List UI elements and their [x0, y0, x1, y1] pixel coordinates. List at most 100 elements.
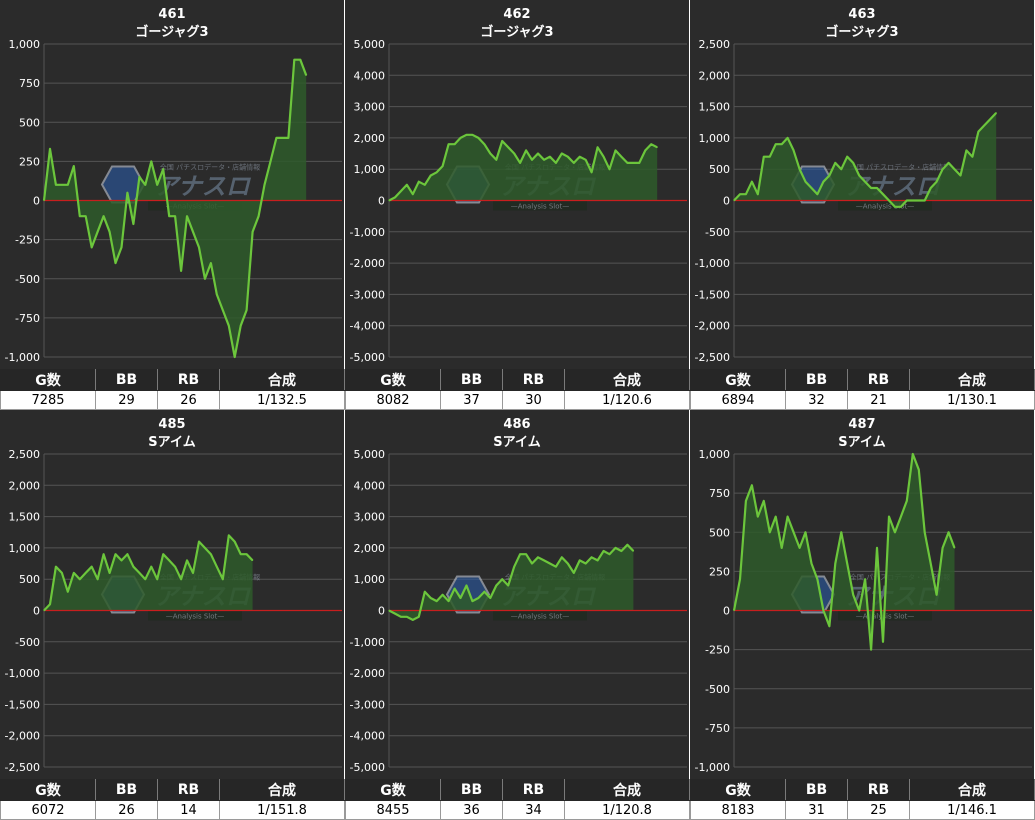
data-point [519, 162, 521, 164]
y-tick-label: 2,000 [699, 69, 731, 82]
watermark-tagline: —Analysis Slot— [166, 613, 224, 621]
data-point [287, 137, 289, 139]
stats-header-cell: 合成 [909, 369, 1035, 391]
machine-panel-486: 486 Sアイム -5,000 -4,000 -3,000 -2,000 -1,000 0 1,… [345, 410, 690, 820]
data-point [864, 181, 866, 183]
data-point [138, 176, 140, 178]
data-point [882, 641, 884, 643]
y-tick-label: 0 [33, 605, 40, 618]
y-tick-label: -2,000 [695, 320, 730, 333]
data-point [549, 156, 551, 158]
y-tick-label: 2,000 [354, 542, 386, 555]
data-point [620, 550, 622, 552]
y-tick-label: 1,000 [9, 542, 41, 555]
data-point [465, 134, 468, 136]
data-point [186, 215, 188, 217]
data-point [79, 215, 81, 217]
machine-panel-462: 462 ゴージャグ3 -5,000 -4,000 -3,000 -2,000 -1,000 0… [345, 0, 690, 410]
stats-value-cell: 26 [95, 800, 158, 820]
data-point [174, 566, 176, 568]
stats-value-cell: 36 [440, 800, 503, 820]
data-point [97, 578, 99, 580]
y-tick-label: 0 [723, 605, 730, 618]
chart: 486 Sアイム -5,000 -4,000 -3,000 -2,000 -1,000 0 1,… [345, 410, 689, 779]
stats-value-row: 8082 37 30 1/120.6 [345, 390, 690, 410]
data-point [793, 531, 795, 533]
stats-header-cell: BB [95, 779, 158, 801]
data-point [989, 118, 991, 120]
data-point [787, 137, 789, 139]
y-tick-label: -2,500 [5, 761, 40, 774]
data-point [573, 162, 575, 164]
data-point [965, 149, 967, 151]
data-point [567, 562, 569, 565]
data-point [858, 174, 860, 177]
data-point [442, 594, 444, 596]
data-point [501, 578, 503, 580]
data-point [953, 547, 956, 549]
data-point [210, 553, 212, 555]
data-point [799, 547, 801, 549]
y-tick-label: 0 [378, 605, 385, 618]
series-area [44, 59, 307, 357]
y-tick-label: -3,000 [350, 288, 385, 301]
data-point [55, 566, 57, 568]
data-point [424, 184, 426, 186]
stats-header-cell: RB [847, 779, 910, 801]
y-tick-label: -500 [15, 273, 40, 286]
data-point [513, 566, 515, 568]
data-point [745, 500, 747, 502]
machine-name: Sアイム [493, 435, 540, 450]
stats-value-cell: 8082 [345, 390, 441, 410]
series-line [732, 452, 956, 651]
y-tick-label: 0 [33, 195, 40, 208]
data-point [412, 193, 414, 195]
data-point [85, 215, 87, 217]
y-tick-label: -1,000 [695, 257, 730, 270]
data-point [459, 137, 462, 139]
series-area [389, 544, 634, 620]
y-tick-label: 1,000 [699, 132, 731, 145]
data-point [198, 246, 200, 248]
data-point [900, 206, 902, 208]
stats-value-cell: 37 [440, 390, 503, 410]
data-point [614, 149, 617, 151]
data-point [793, 149, 795, 151]
machine-panel-463: 463 ゴージャグ3 -2,500 -2,000 -1,500 -1,000 -500 0 50… [690, 0, 1035, 410]
watermark-tagline: —Analysis Slot— [856, 203, 914, 211]
data-point [739, 578, 741, 580]
stats-header-row: G数 BB RB 合成 [0, 369, 345, 391]
y-tick-label: 1,500 [9, 511, 41, 524]
machine-panel-487: 487 Sアイム -1,000 -750 -500 -250 0 250 500 750 1,000… [690, 410, 1035, 820]
data-point [263, 184, 266, 186]
data-point [864, 578, 866, 580]
data-point [168, 559, 170, 561]
stats-value-cell: 8183 [690, 800, 786, 820]
watermark-top-text: 全国 パチスロデータ・店舗情報 [850, 163, 950, 172]
data-point [103, 553, 105, 555]
data-point [561, 556, 563, 558]
stats-header-cell: G数 [690, 369, 786, 391]
data-point [852, 594, 854, 596]
data-point [430, 174, 432, 177]
stats-header-cell: RB [502, 779, 565, 801]
stats-value-cell: 34 [502, 800, 565, 820]
stats-table: G数 BB RB 合成 8183 31 25 1/146.1 [690, 779, 1035, 820]
data-point [876, 187, 878, 189]
data-point [97, 231, 99, 233]
machine-number: 463 [848, 7, 875, 22]
data-point [477, 137, 479, 139]
y-tick-label: 5,000 [354, 38, 386, 51]
stats-value-cell: 26 [157, 390, 220, 410]
data-point [804, 181, 807, 183]
data-point [983, 124, 985, 126]
stats-header-cell: BB [95, 369, 158, 391]
data-point [567, 156, 569, 158]
y-tick-label: -1,500 [5, 698, 40, 711]
data-point [73, 165, 75, 167]
data-point [79, 578, 81, 580]
chart: 462 ゴージャグ3 -5,000 -4,000 -3,000 -2,000 -1,000 0… [345, 0, 689, 369]
data-point [150, 566, 152, 568]
data-point [632, 162, 634, 164]
data-point [834, 162, 836, 164]
